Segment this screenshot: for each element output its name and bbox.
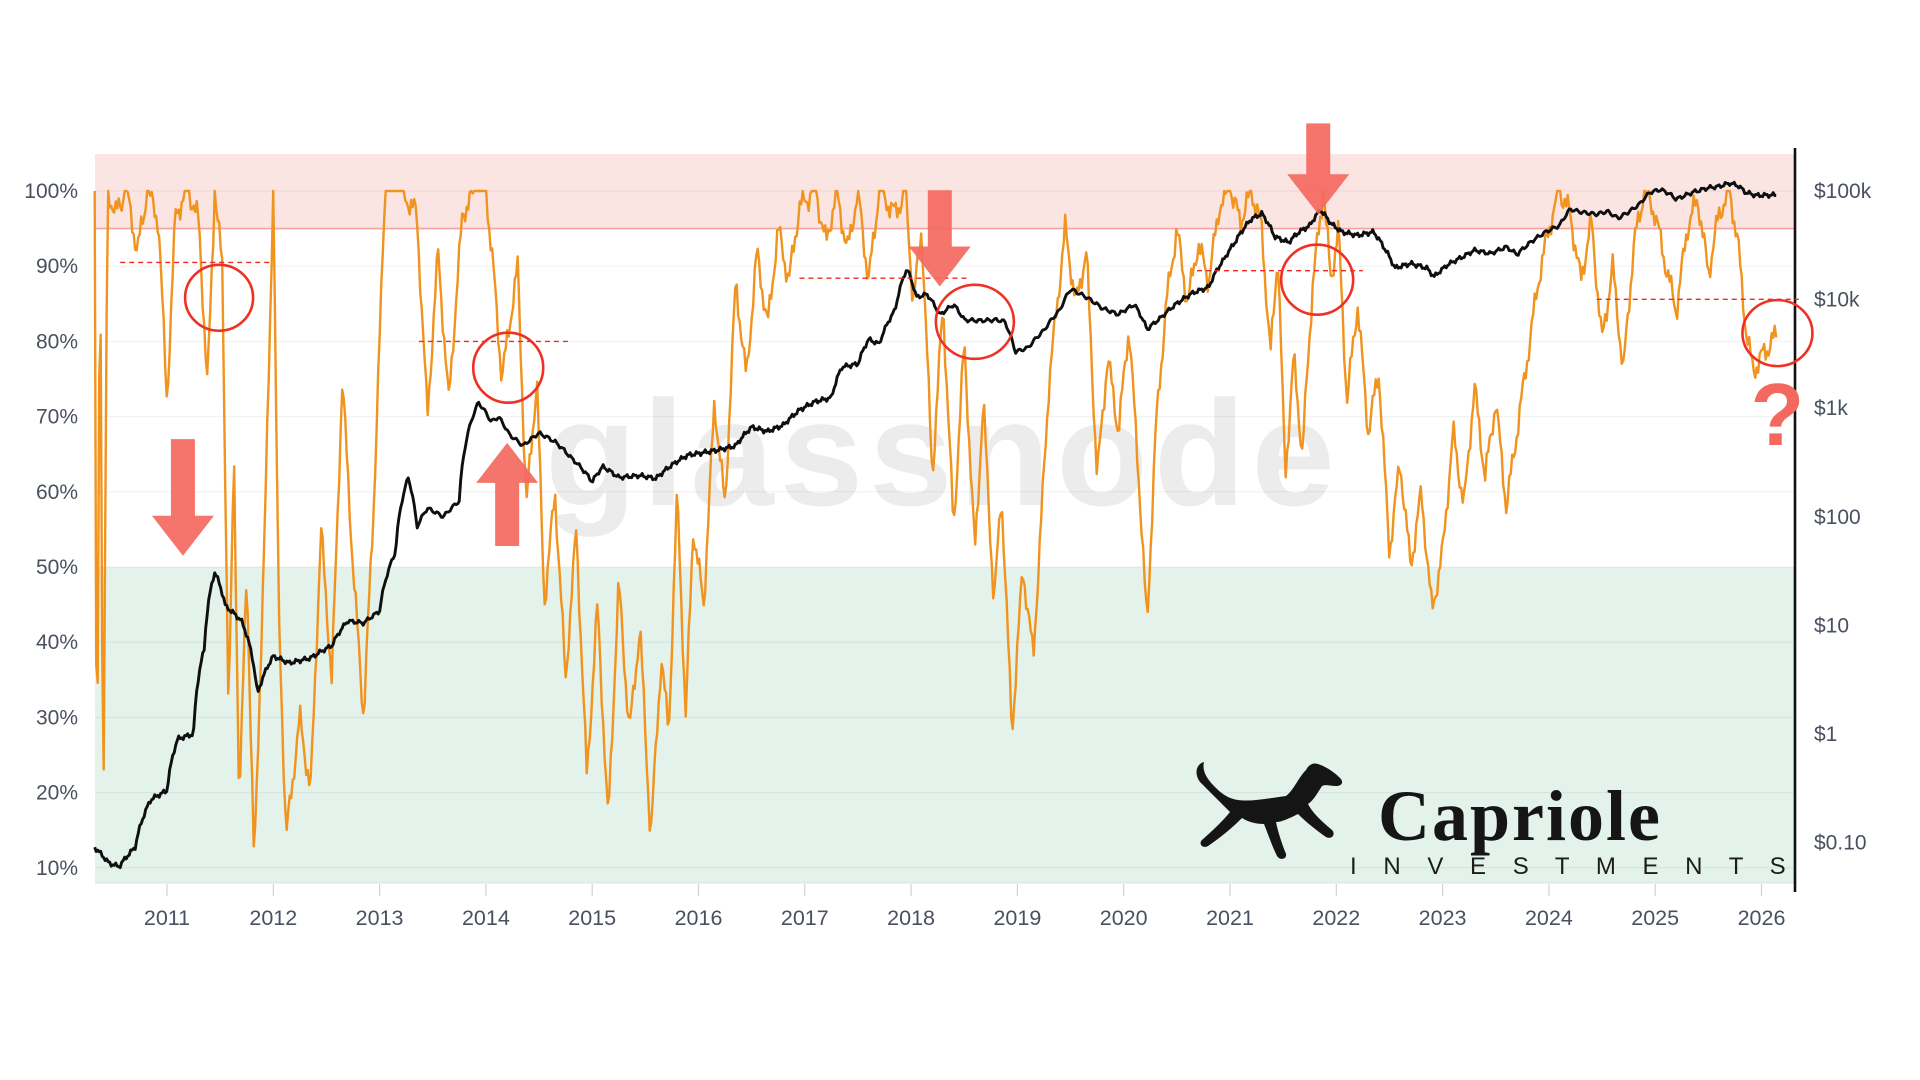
- right-axis-label: $10: [1814, 614, 1849, 637]
- series-lines: [93, 180, 1778, 870]
- x-axis-label: 2023: [1419, 906, 1467, 930]
- brand-name: Capriole: [1378, 776, 1662, 856]
- right-axis-label: $10k: [1814, 289, 1860, 312]
- circle-annotation: [183, 263, 255, 333]
- x-axis-label: 2013: [356, 906, 404, 930]
- x-axis-label: 2020: [1100, 906, 1148, 930]
- x-axis-label: 2018: [887, 906, 935, 930]
- left-axis-label: 70%: [36, 406, 78, 429]
- left-axis-label: 10%: [36, 857, 78, 880]
- axes: [95, 148, 1797, 896]
- supply-in-profit-line: [93, 189, 1778, 848]
- capriole-logo: Capriole I N V E S T M E N T S: [1196, 762, 1796, 880]
- x-axis-label: 2014: [462, 906, 510, 930]
- x-axis-label: 2017: [781, 906, 829, 930]
- x-axis-label: 2021: [1206, 906, 1254, 930]
- circle-annotation: [934, 283, 1016, 361]
- right-axis-label: $0.10: [1814, 832, 1867, 855]
- down-arrow-annotation: [1287, 123, 1350, 215]
- x-axis-label: 2025: [1631, 906, 1679, 930]
- left-axis-label: 50%: [36, 556, 78, 579]
- x-axis-label: 2024: [1525, 906, 1573, 930]
- horse-icon: [1196, 762, 1343, 859]
- right-axis-label: $100k: [1814, 180, 1872, 203]
- left-axis-label: 60%: [36, 481, 78, 504]
- x-axis-label: 2026: [1738, 906, 1786, 930]
- x-axis-label: 2019: [993, 906, 1041, 930]
- right-axis-label: $1k: [1814, 397, 1848, 420]
- btc-price-line: [93, 180, 1777, 870]
- left-axis-label: 90%: [36, 255, 78, 278]
- circle-annotation: [1741, 298, 1814, 368]
- annotations: ?: [120, 123, 1814, 556]
- down-arrow-annotation: [151, 439, 214, 556]
- glassnode-watermark: glassnode: [545, 369, 1341, 537]
- x-axis-label: 2022: [1312, 906, 1360, 930]
- left-axis-label: 80%: [36, 330, 78, 353]
- x-axis-label: 2015: [568, 906, 616, 930]
- right-axis-label: $1: [1814, 723, 1837, 746]
- question-mark-annotation: ?: [1751, 365, 1805, 464]
- brand-subtitle: I N V E S T M E N T S: [1350, 853, 1796, 880]
- cool-zone: [95, 567, 1795, 883]
- x-axis-label: 2016: [675, 906, 723, 930]
- x-axis-label: 2011: [144, 906, 190, 930]
- circle-annotation: [471, 331, 545, 405]
- axis-labels: 100% 90% 80% 70% 60% 50% 40% 30% 20% 10% $100k $10k…: [24, 180, 1871, 930]
- left-axis-label: 20%: [36, 782, 78, 805]
- left-axis-label: 40%: [36, 631, 78, 654]
- left-axis-label: 30%: [36, 706, 78, 729]
- zone-bands: [95, 154, 1795, 883]
- up-arrow-annotation: [476, 442, 539, 546]
- down-arrow-annotation: [908, 190, 971, 287]
- left-axis-label: 100%: [24, 180, 78, 203]
- x-axis-label: 2012: [249, 906, 297, 930]
- right-axis-label: $100: [1814, 506, 1861, 529]
- circle-annotation: [1279, 243, 1355, 317]
- gridlines: [95, 190, 1795, 869]
